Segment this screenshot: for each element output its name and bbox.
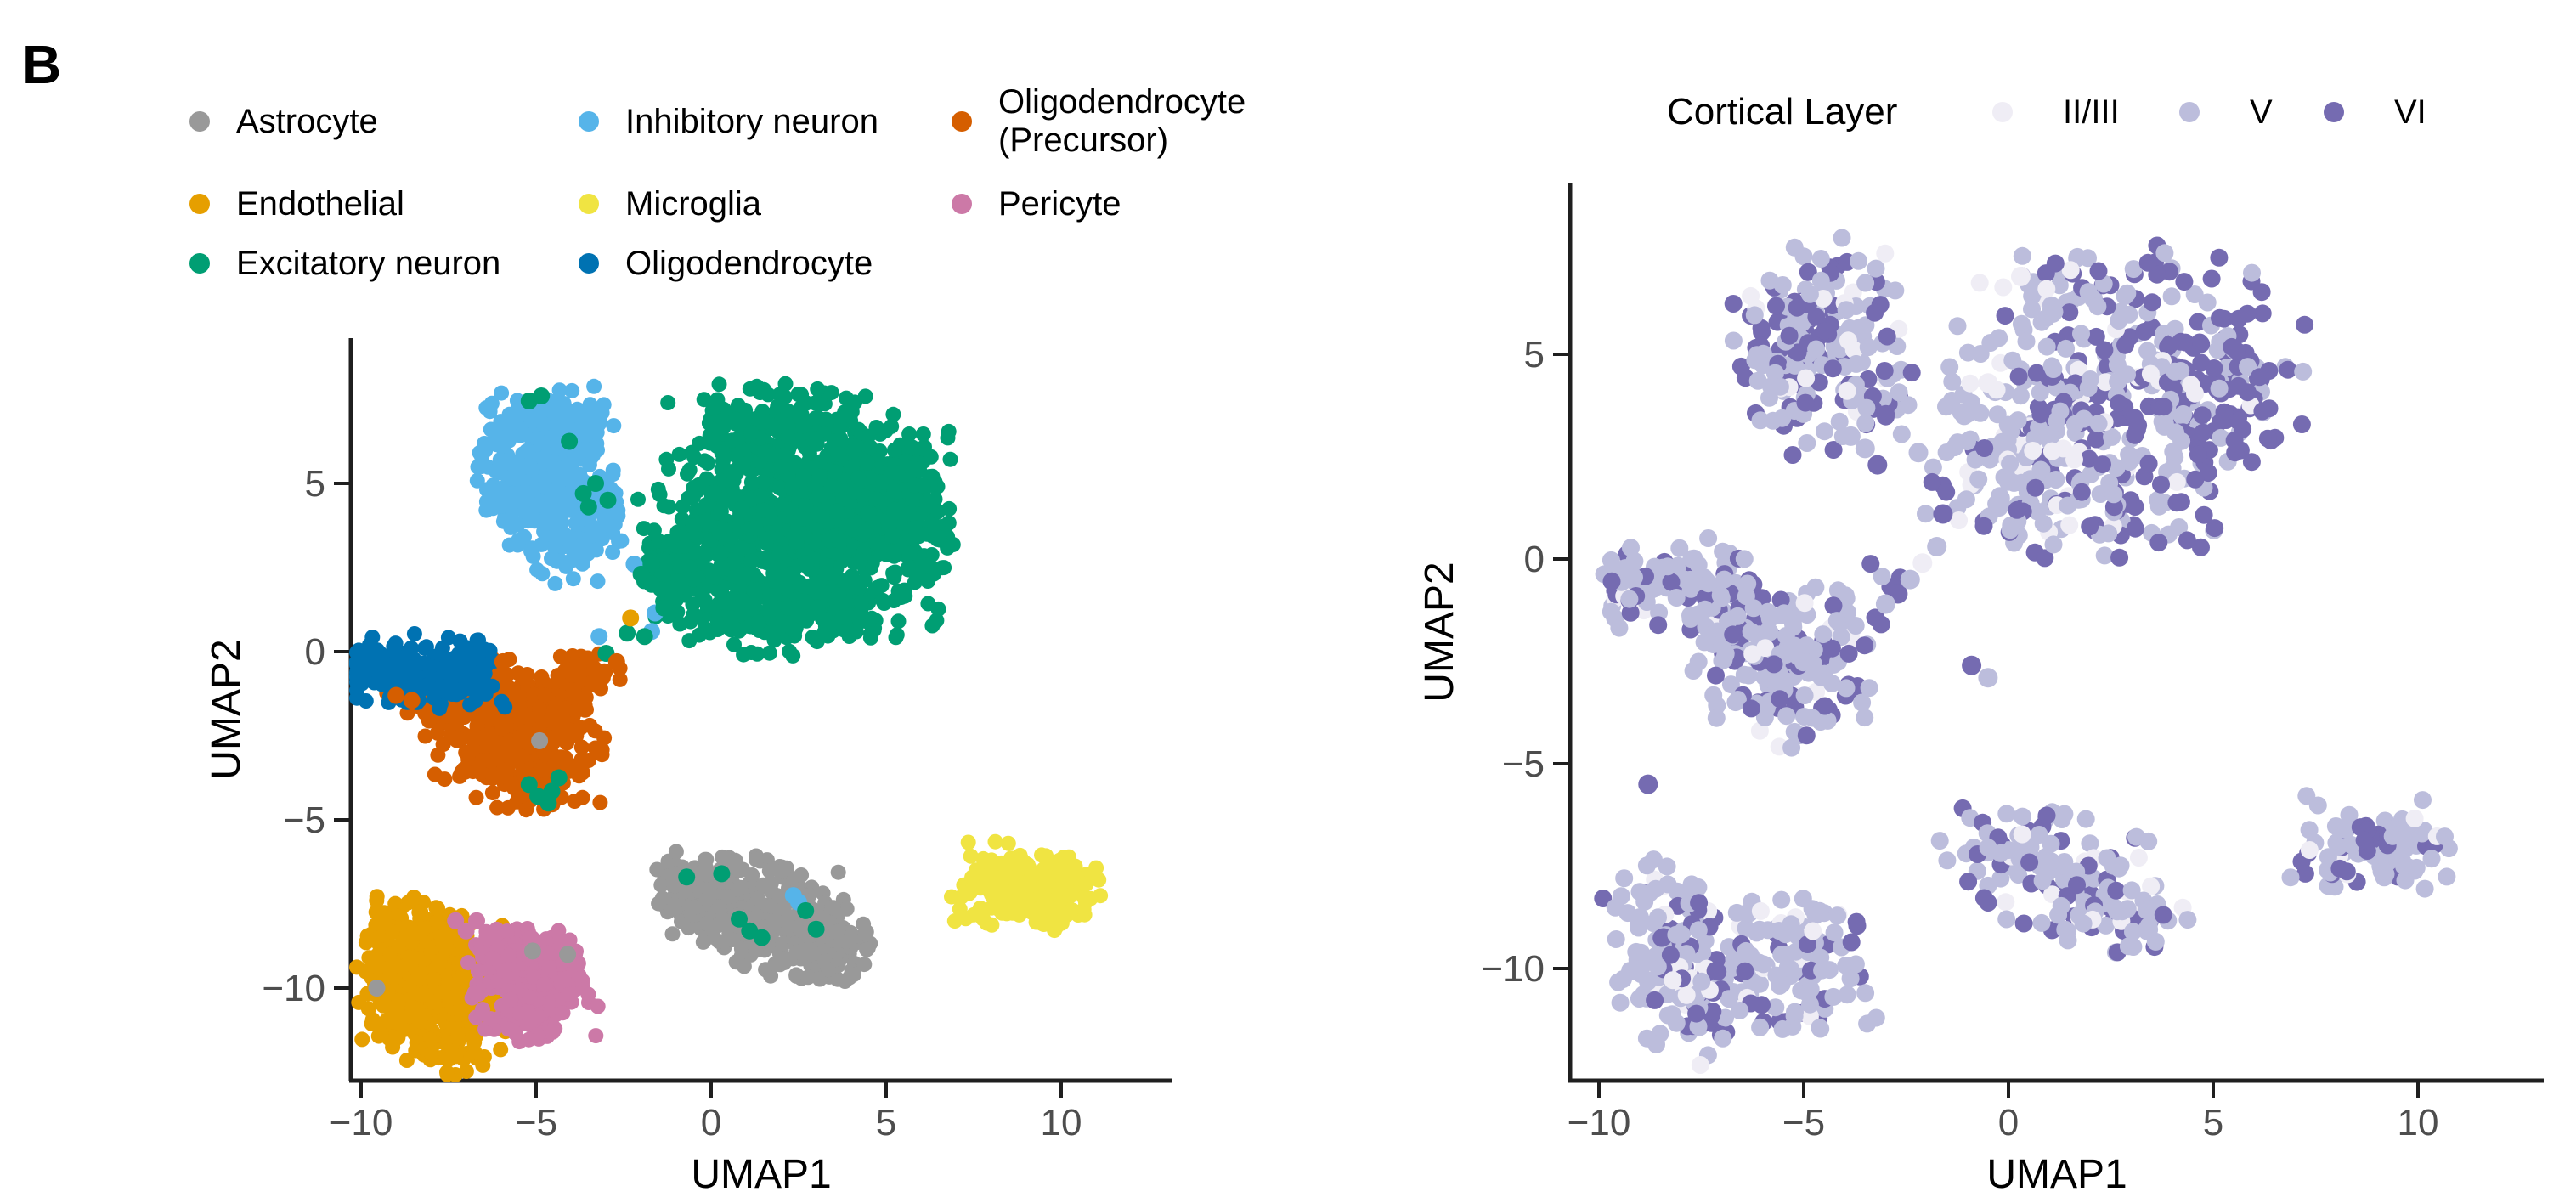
right-xaxis-title: UMAP1 bbox=[1986, 1152, 2127, 1197]
x-tick-label: −10 bbox=[330, 1102, 393, 1144]
x-tick-label: 10 bbox=[1041, 1102, 1082, 1144]
x-tick-label: −5 bbox=[515, 1102, 557, 1144]
x-tick-label: 10 bbox=[2398, 1102, 2439, 1144]
left-xaxis-title: UMAP1 bbox=[691, 1152, 831, 1197]
y-tick-label: 5 bbox=[1524, 334, 1545, 376]
right-plot-points bbox=[1594, 229, 2458, 1074]
left-plot-points bbox=[349, 376, 1109, 1082]
x-tick-label: 0 bbox=[1998, 1102, 2019, 1144]
x-tick-label: 5 bbox=[2203, 1102, 2223, 1144]
x-tick-label: −5 bbox=[1782, 1102, 1825, 1144]
y-tick-label: −10 bbox=[262, 968, 325, 1009]
y-tick-label: 5 bbox=[305, 463, 325, 505]
y-tick-label: −10 bbox=[1481, 948, 1545, 990]
y-tick-label: −5 bbox=[283, 799, 325, 841]
x-tick-label: −10 bbox=[1568, 1102, 1631, 1144]
y-tick-label: 0 bbox=[305, 631, 325, 673]
x-tick-label: 5 bbox=[876, 1102, 896, 1144]
panel-label: B bbox=[22, 34, 62, 95]
y-tick-label: −5 bbox=[1502, 743, 1545, 785]
right-plot-axes: −10 −5 0 5 10 5 0 −5 −10 bbox=[1481, 183, 2544, 1144]
left-plot-axes: −10 −5 0 5 10 5 0 −5 −10 bbox=[262, 338, 1172, 1144]
right-yaxis-title: UMAP2 bbox=[1417, 562, 1462, 702]
x-tick-label: 0 bbox=[701, 1102, 721, 1144]
left-yaxis-title: UMAP2 bbox=[204, 639, 249, 779]
y-tick-label: 0 bbox=[1524, 539, 1545, 580]
